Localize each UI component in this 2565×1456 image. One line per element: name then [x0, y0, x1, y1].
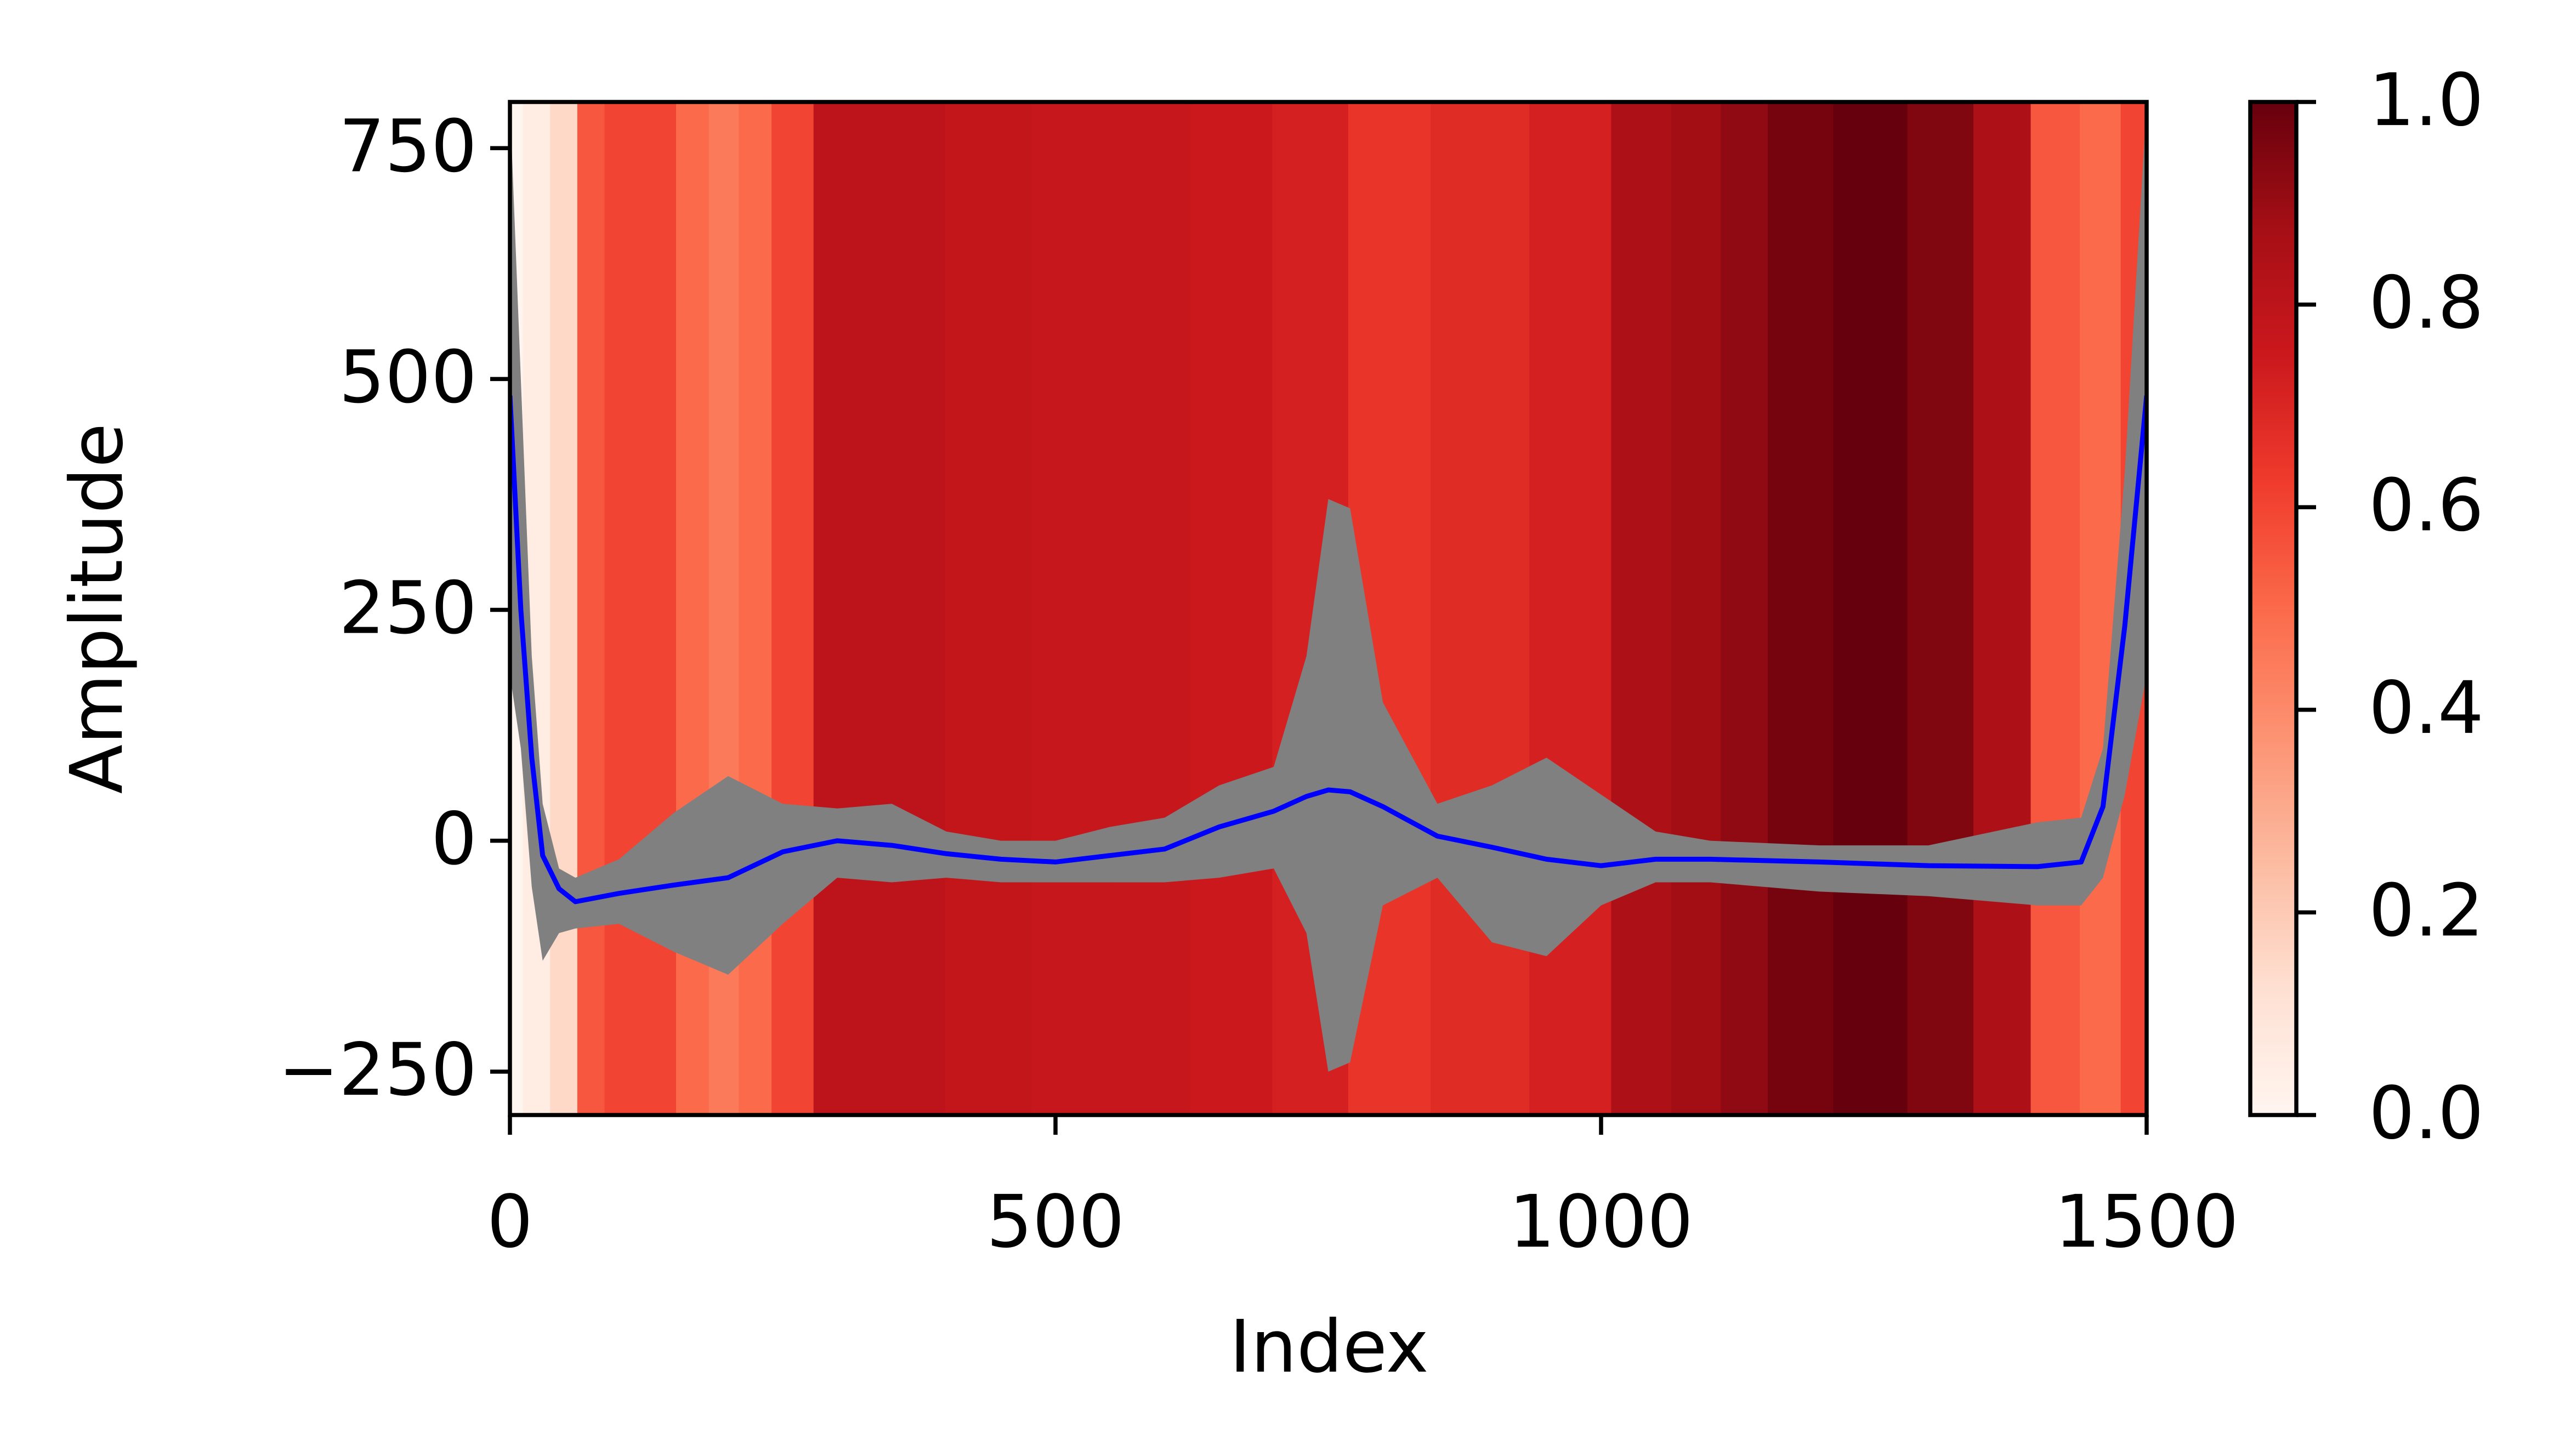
heatmap-cell [1611, 102, 1673, 1116]
plot-area [510, 102, 2147, 1116]
heatmap-cell [739, 102, 774, 1116]
heatmap-cell [1721, 102, 1769, 1116]
heatmap-cell [1031, 102, 1115, 1116]
colorbar [2248, 100, 2299, 1117]
heatmap-cell [813, 102, 873, 1116]
y-tick-label: 0 [431, 797, 477, 881]
heatmap-cell [771, 102, 815, 1116]
colorbar-tick-label: 0.4 [2369, 666, 2484, 750]
heatmap-cell [604, 102, 640, 1116]
colorbar-tick-label: 0.8 [2369, 261, 2484, 345]
colorbar-tick-label: 1.0 [2369, 58, 2484, 143]
heatmap-cell [1190, 102, 1274, 1116]
x-axis-label: Index [1229, 1305, 1428, 1389]
x-tick-label: 0 [487, 1180, 533, 1264]
heatmap-cell [1671, 102, 1723, 1116]
heatmap-cell [1767, 102, 1835, 1116]
x-tick-label: 1000 [1509, 1180, 1693, 1264]
heatmap-cell [1431, 102, 1531, 1116]
heatmap-cell [871, 102, 947, 1116]
heatmap-cell [2030, 102, 2082, 1116]
heatmap-cell [550, 102, 579, 1116]
y-tick-label: 500 [339, 335, 477, 420]
colorbar-tick-label: 0.6 [2369, 463, 2484, 548]
heatmap-cell [1973, 102, 2033, 1116]
heatmap-cell [1833, 102, 1909, 1116]
y-tick-label: 750 [339, 104, 477, 189]
range-band [510, 102, 2147, 1072]
colorbar-tick-label: 0.0 [2369, 1071, 2484, 1156]
heatmap-cell [1529, 102, 1613, 1116]
x-tick-label: 500 [986, 1180, 1125, 1264]
y-tick-label: 250 [339, 566, 477, 651]
heatmap-cell [638, 102, 678, 1116]
y-axis-label: Amplitude [55, 423, 139, 794]
colorbar-tick-label: 0.2 [2369, 869, 2484, 953]
heatmap-cell [1907, 102, 1976, 1116]
heatmap-cell [577, 102, 606, 1116]
heatmap-cell [945, 102, 1033, 1116]
mean-line [510, 395, 2147, 905]
x-tick-label: 1500 [2055, 1180, 2239, 1264]
axes: 0 500 1000 1500−25002505007500.00.20.40.60.… [278, 58, 2484, 1264]
y-tick-label: −250 [278, 1028, 477, 1112]
heatmap-cell [1113, 102, 1192, 1116]
